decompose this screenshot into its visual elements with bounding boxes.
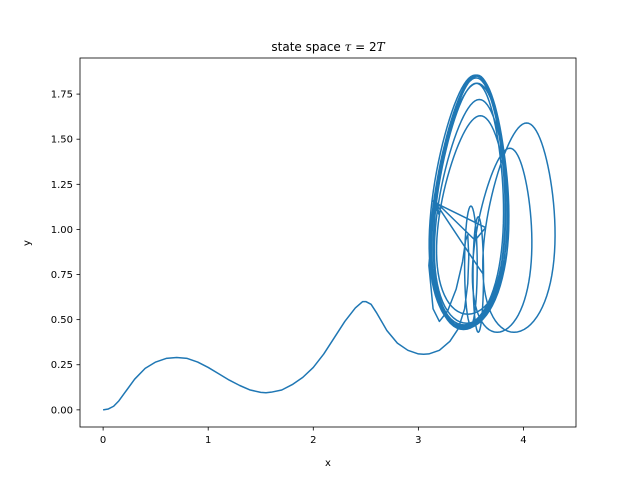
y-axis-ticks: 0.00 0.25 0.50 0.75 1.00 1.25 1.50 1.75	[51, 90, 80, 416]
plot-area	[102, 74, 556, 411]
y-tick-label: 1.25	[51, 180, 73, 191]
y-tick-label: 1.50	[51, 135, 73, 146]
chart-title: state space τ = 2T	[271, 40, 385, 54]
x-tick-label: 0	[100, 435, 106, 446]
x-tick-label: 4	[520, 435, 526, 446]
y-tick-label: 0.00	[51, 405, 73, 416]
x-tick-label: 3	[415, 435, 421, 446]
y-tick-label: 1.75	[51, 90, 73, 101]
y-tick-label: 1.00	[51, 225, 73, 236]
x-tick-label: 2	[310, 435, 316, 446]
x-axis-ticks: 0 1 2 3 4	[100, 427, 527, 446]
y-tick-label: 0.75	[51, 270, 73, 281]
x-axis-label: x	[325, 458, 331, 469]
y-tick-label: 0.50	[51, 315, 73, 326]
y-axis-label: y	[22, 240, 33, 246]
axes-frame	[79, 57, 577, 428]
y-tick-label: 0.25	[51, 360, 73, 371]
state-space-trajectory-line	[102, 74, 556, 411]
x-tick-label: 1	[205, 435, 211, 446]
series-layer	[102, 74, 556, 411]
